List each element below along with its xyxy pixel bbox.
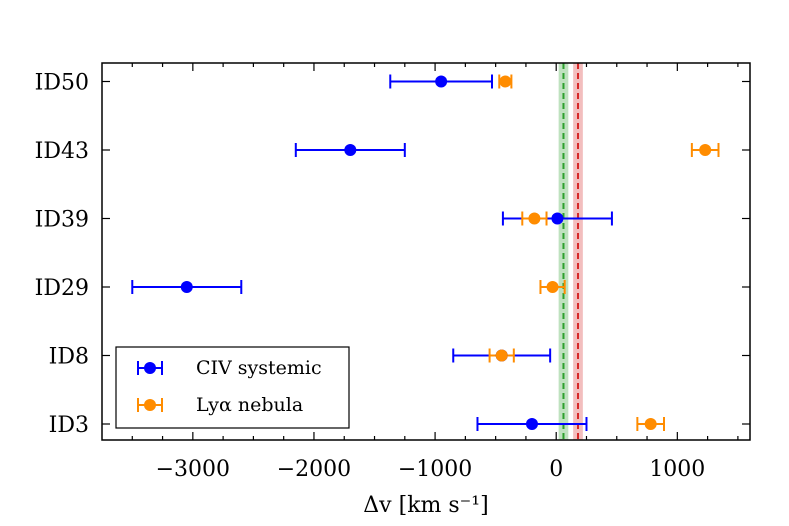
data-point-1 — [528, 212, 541, 225]
data-point-0 — [525, 418, 538, 430]
x-tick-label: −1000 — [398, 457, 472, 482]
reference-bands — [558, 63, 583, 440]
legend: CIV systemic Lyα nebula — [115, 346, 350, 429]
x-axis-label: Δv [km s⁻¹] — [363, 493, 488, 518]
legend-box — [115, 346, 350, 429]
y-tick-label: ID3 — [49, 413, 89, 438]
x-tick-label: −3000 — [156, 457, 230, 482]
data-point-0 — [551, 212, 564, 225]
data-point-1 — [699, 144, 712, 156]
data-point-0 — [344, 144, 357, 156]
data-point-1 — [644, 418, 657, 430]
data-point-1 — [499, 75, 512, 88]
reference-band-0 — [558, 63, 569, 440]
y-tick-labels: ID3 ID8 ID29 ID39 ID43 ID50 — [35, 71, 89, 439]
reference-band-1 — [573, 63, 583, 440]
x-tick-labels: −3000 −2000 −1000 0 1000 — [156, 457, 706, 482]
plot-frame — [101, 62, 751, 441]
y-tick-label: ID43 — [35, 139, 89, 164]
y-tick-label: ID39 — [35, 208, 89, 233]
x-tick-label: −2000 — [277, 457, 351, 482]
y-tick-label: ID8 — [49, 345, 89, 370]
data-point-1 — [546, 281, 559, 293]
x-tick-label: 0 — [549, 457, 563, 482]
y-tick-label: ID29 — [35, 276, 89, 301]
legend-marker-point — [144, 362, 156, 374]
data-point-0 — [435, 75, 448, 88]
y-tick-label: ID50 — [35, 71, 89, 96]
data-points — [180, 75, 712, 430]
data-point-0 — [180, 281, 193, 293]
data-point-1 — [495, 349, 508, 362]
legend-label: CIV systemic — [196, 357, 322, 379]
legend-label: Lyα nebula — [196, 394, 303, 416]
legend-marker-point — [144, 399, 156, 411]
x-tick-label: 1000 — [649, 457, 705, 482]
